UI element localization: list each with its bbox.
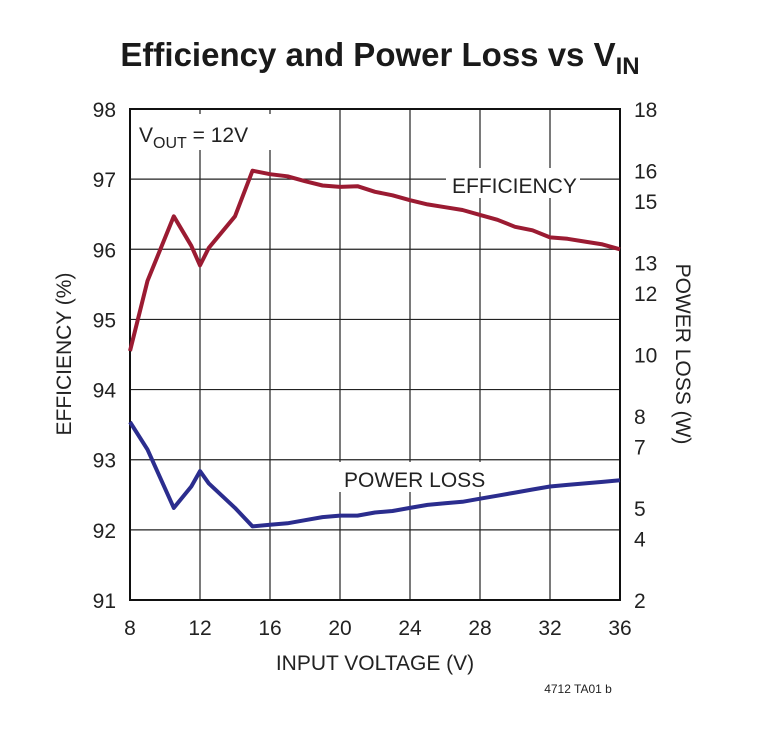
y-right-tick-label: 4 <box>634 529 646 552</box>
chart-title: Efficiency and Power Loss vs VIN <box>120 36 639 80</box>
chart-title-subscript: IN <box>616 53 640 80</box>
y-left-tick-label: 96 <box>93 239 116 262</box>
y-axis-right-label: POWER LOSS (W) <box>671 264 694 445</box>
y-right-tick-label: 16 <box>634 160 657 183</box>
x-tick-label: 20 <box>328 617 351 640</box>
y-right-tick-label: 15 <box>634 191 657 214</box>
y-left-tick-label: 92 <box>93 520 116 543</box>
y-left-tick-label: 98 <box>93 99 116 122</box>
x-tick-label: 12 <box>188 617 211 640</box>
y-left-tick-label: 97 <box>93 169 116 192</box>
x-tick-label: 28 <box>468 617 491 640</box>
y-right-tick-label: 13 <box>634 252 657 275</box>
y-left-tick-label: 91 <box>93 590 116 613</box>
chart-title-main: Efficiency and Power Loss vs V <box>120 36 615 73</box>
y-axis-left-label: EFFICIENCY (%) <box>53 273 76 436</box>
plot-frame <box>129 108 621 601</box>
power-loss-series-label: POWER LOSS <box>344 469 485 492</box>
x-tick-label: 8 <box>124 617 136 640</box>
condition-suffix: = 12V <box>187 124 248 147</box>
condition-label-bg <box>136 114 274 150</box>
figure-code: 4712 TA01 b <box>544 682 612 696</box>
y-right-tick-label: 5 <box>634 498 646 521</box>
y-right-tick-label: 12 <box>634 283 657 306</box>
condition-prefix: V <box>139 124 153 147</box>
y-left-tick-label: 94 <box>93 380 117 403</box>
y-right-tick-label: 8 <box>634 406 646 429</box>
y-right-tick-label: 10 <box>634 345 657 368</box>
condition-label: VOUT = 12V <box>139 124 248 152</box>
x-tick-label: 16 <box>258 617 281 640</box>
efficiency-label-bg <box>446 168 580 198</box>
efficiency-series-label: EFFICIENCY <box>452 175 577 198</box>
y-right-tick-label: 7 <box>634 437 646 460</box>
condition-subscript: OUT <box>153 135 187 152</box>
series-line-efficiency <box>128 168 621 352</box>
x-tick-label: 24 <box>398 617 422 640</box>
x-tick-label: 32 <box>538 617 561 640</box>
x-tick-label: 36 <box>608 617 631 640</box>
y-right-tick-label: 2 <box>634 590 646 613</box>
x-axis-label: INPUT VOLTAGE (V) <box>276 652 474 675</box>
tick-labels: 8 12 16 20 24 28 32 369192939495969798245781012… <box>93 99 658 640</box>
y-left-tick-label: 95 <box>93 309 116 332</box>
y-right-tick-label: 18 <box>634 99 657 122</box>
y-left-tick-label: 93 <box>93 450 116 473</box>
series-line-power-loss <box>128 420 621 529</box>
power-loss-label-bg <box>338 462 494 492</box>
series <box>128 168 621 529</box>
